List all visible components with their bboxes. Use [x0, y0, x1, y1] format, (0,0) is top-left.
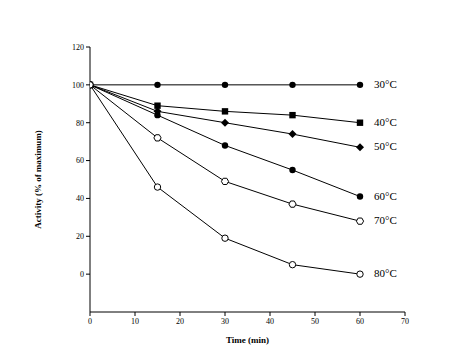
- svg-text:60°C: 60°C: [374, 190, 397, 202]
- svg-text:20: 20: [76, 232, 84, 241]
- svg-text:60: 60: [76, 156, 84, 165]
- svg-text:100: 100: [72, 81, 84, 90]
- svg-text:80°C: 80°C: [374, 267, 397, 279]
- svg-text:40: 40: [76, 194, 84, 203]
- svg-text:0: 0: [88, 317, 92, 326]
- svg-text:70: 70: [401, 317, 409, 326]
- svg-text:50: 50: [311, 317, 319, 326]
- svg-text:40°C: 40°C: [374, 116, 397, 128]
- svg-text:40: 40: [266, 317, 274, 326]
- svg-text:70°C: 70°C: [374, 214, 397, 226]
- svg-text:20: 20: [176, 317, 184, 326]
- svg-text:50°C: 50°C: [374, 140, 397, 152]
- svg-text:Time (min): Time (min): [226, 335, 269, 345]
- svg-text:30°C: 30°C: [374, 78, 397, 90]
- svg-text:120: 120: [72, 43, 84, 52]
- svg-text:60: 60: [356, 317, 364, 326]
- svg-text:30: 30: [221, 317, 229, 326]
- svg-text:80: 80: [76, 119, 84, 128]
- svg-text:10: 10: [131, 317, 139, 326]
- svg-text:0: 0: [80, 270, 84, 279]
- svg-text:Activity (% of maximum): Activity (% of maximum): [33, 130, 43, 229]
